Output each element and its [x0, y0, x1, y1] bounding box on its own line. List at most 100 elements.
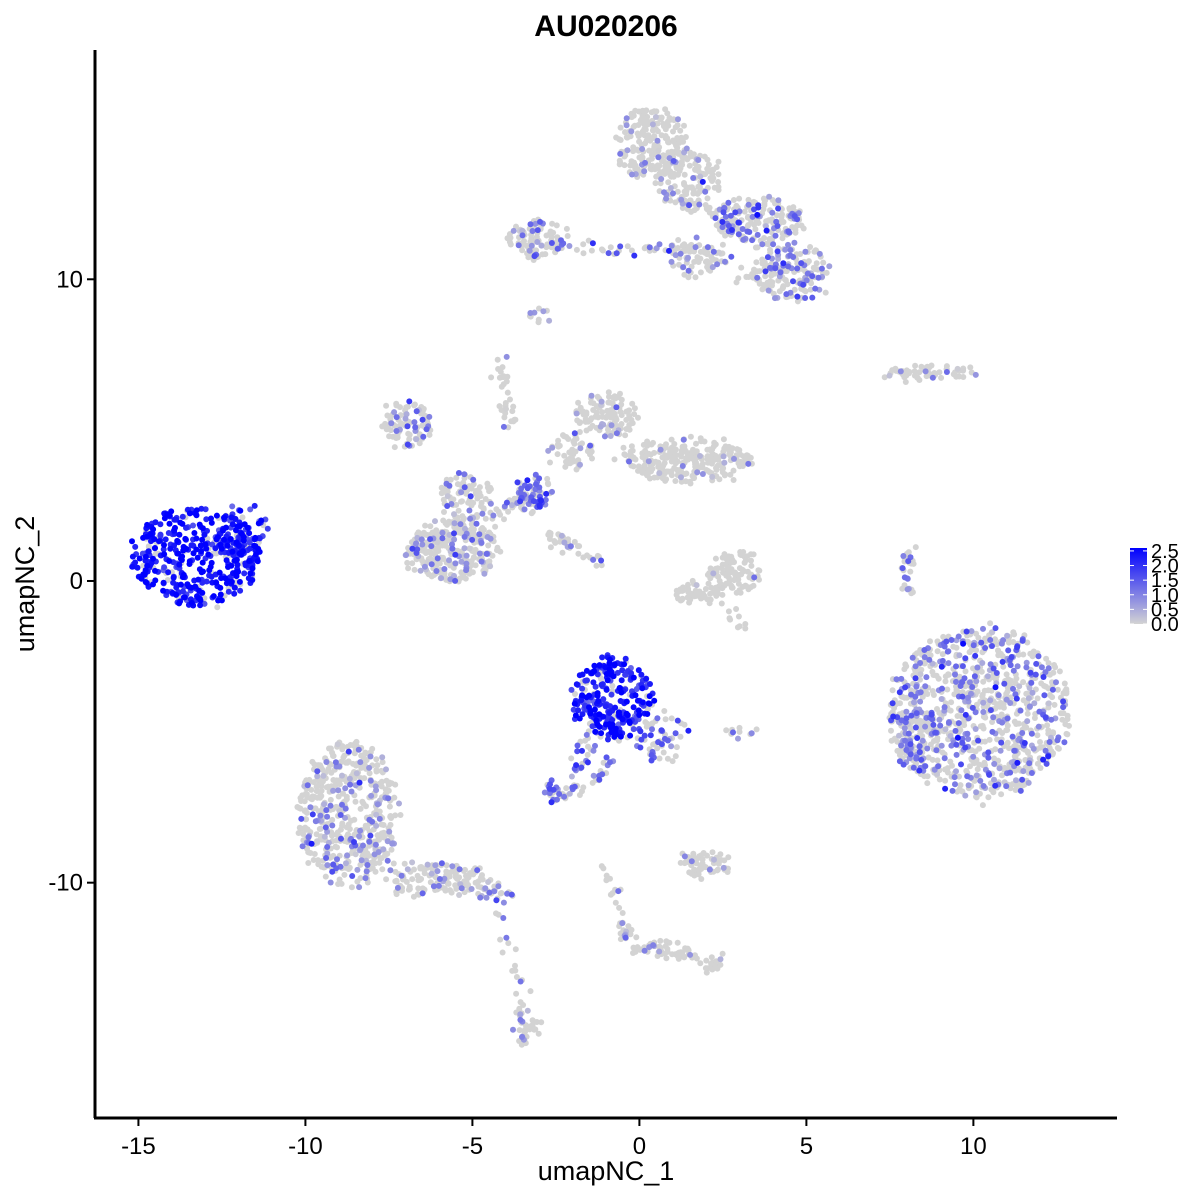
- data-point: [497, 548, 504, 555]
- data-point: [549, 444, 556, 451]
- data-point: [1046, 739, 1053, 745]
- data-point: [434, 868, 441, 875]
- data-point: [998, 791, 1005, 798]
- data-point: [579, 671, 586, 678]
- data-point: [422, 522, 429, 529]
- data-point: [366, 770, 373, 777]
- data-point: [606, 710, 613, 716]
- data-point: [432, 862, 439, 869]
- data-point: [702, 965, 709, 972]
- data-point: [725, 222, 732, 229]
- data-point: [928, 711, 935, 718]
- data-point: [494, 356, 501, 363]
- data-point: [730, 477, 737, 483]
- data-point: [470, 481, 477, 488]
- data-point: [916, 749, 923, 756]
- data-point: [1026, 703, 1033, 710]
- data-point: [508, 891, 515, 898]
- data-point: [379, 759, 386, 766]
- data-point: [463, 567, 470, 574]
- data-point: [353, 738, 360, 745]
- data-point: [965, 736, 972, 742]
- data-point: [506, 239, 513, 245]
- data-point: [628, 453, 635, 460]
- data-point: [428, 543, 435, 550]
- data-point: [695, 163, 702, 170]
- data-point: [543, 490, 550, 497]
- data-point: [406, 398, 413, 405]
- data-point: [749, 237, 756, 244]
- data-point: [231, 584, 238, 591]
- data-point: [802, 248, 809, 255]
- data-point: [152, 567, 158, 574]
- data-point: [741, 559, 748, 566]
- data-point: [1038, 664, 1045, 671]
- data-point: [663, 195, 670, 202]
- data-point: [492, 523, 499, 530]
- data-point: [1048, 716, 1055, 723]
- data-point: [512, 967, 519, 974]
- data-point: [367, 777, 374, 784]
- data-point: [715, 171, 722, 178]
- data-point: [815, 274, 822, 281]
- data-point: [373, 787, 380, 794]
- data-point: [580, 241, 587, 248]
- data-point: [584, 759, 591, 766]
- data-point: [727, 471, 734, 478]
- data-point: [627, 931, 634, 938]
- data-point: [696, 866, 703, 873]
- data-point: [933, 747, 940, 754]
- data-point: [500, 899, 507, 906]
- data-point: [999, 719, 1006, 726]
- data-point: [662, 716, 669, 723]
- data-point: [632, 162, 639, 169]
- data-point: [392, 878, 399, 885]
- data-point: [157, 531, 164, 538]
- data-point: [741, 208, 748, 215]
- data-point: [348, 884, 355, 891]
- data-point: [1012, 753, 1019, 760]
- data-point: [722, 258, 728, 265]
- data-point: [656, 755, 663, 762]
- data-point: [254, 558, 261, 565]
- data-point: [745, 201, 752, 208]
- data-point: [647, 681, 653, 687]
- data-point: [704, 596, 711, 603]
- data-point: [929, 374, 936, 381]
- data-point: [667, 185, 674, 191]
- data-point: [772, 265, 779, 272]
- data-point: [888, 727, 894, 734]
- data-point: [705, 161, 712, 168]
- points-layer: [129, 106, 1072, 1048]
- data-point: [532, 220, 539, 227]
- data-point: [733, 589, 740, 596]
- data-point: [228, 578, 235, 585]
- data-point: [461, 471, 468, 478]
- data-point: [441, 566, 448, 572]
- data-point: [1013, 695, 1020, 702]
- data-point: [737, 451, 744, 458]
- data-point: [923, 674, 930, 681]
- data-point: [619, 920, 626, 927]
- data-point: [575, 457, 582, 464]
- data-point: [607, 891, 614, 898]
- data-point: [992, 782, 999, 789]
- data-point: [921, 654, 928, 661]
- data-point: [603, 686, 610, 693]
- data-point: [782, 276, 789, 283]
- data-point: [579, 685, 586, 692]
- data-point: [708, 954, 715, 961]
- data-point: [1037, 765, 1044, 771]
- data-point: [1011, 718, 1018, 725]
- data-point: [674, 188, 681, 195]
- data-point: [617, 137, 624, 143]
- data-point: [661, 189, 667, 196]
- data-point: [924, 780, 931, 787]
- data-point: [247, 570, 254, 577]
- data-point: [976, 761, 983, 768]
- data-point: [767, 249, 774, 256]
- data-point: [173, 516, 179, 523]
- data-point: [1011, 747, 1018, 754]
- data-point: [943, 369, 950, 375]
- data-point: [922, 763, 929, 770]
